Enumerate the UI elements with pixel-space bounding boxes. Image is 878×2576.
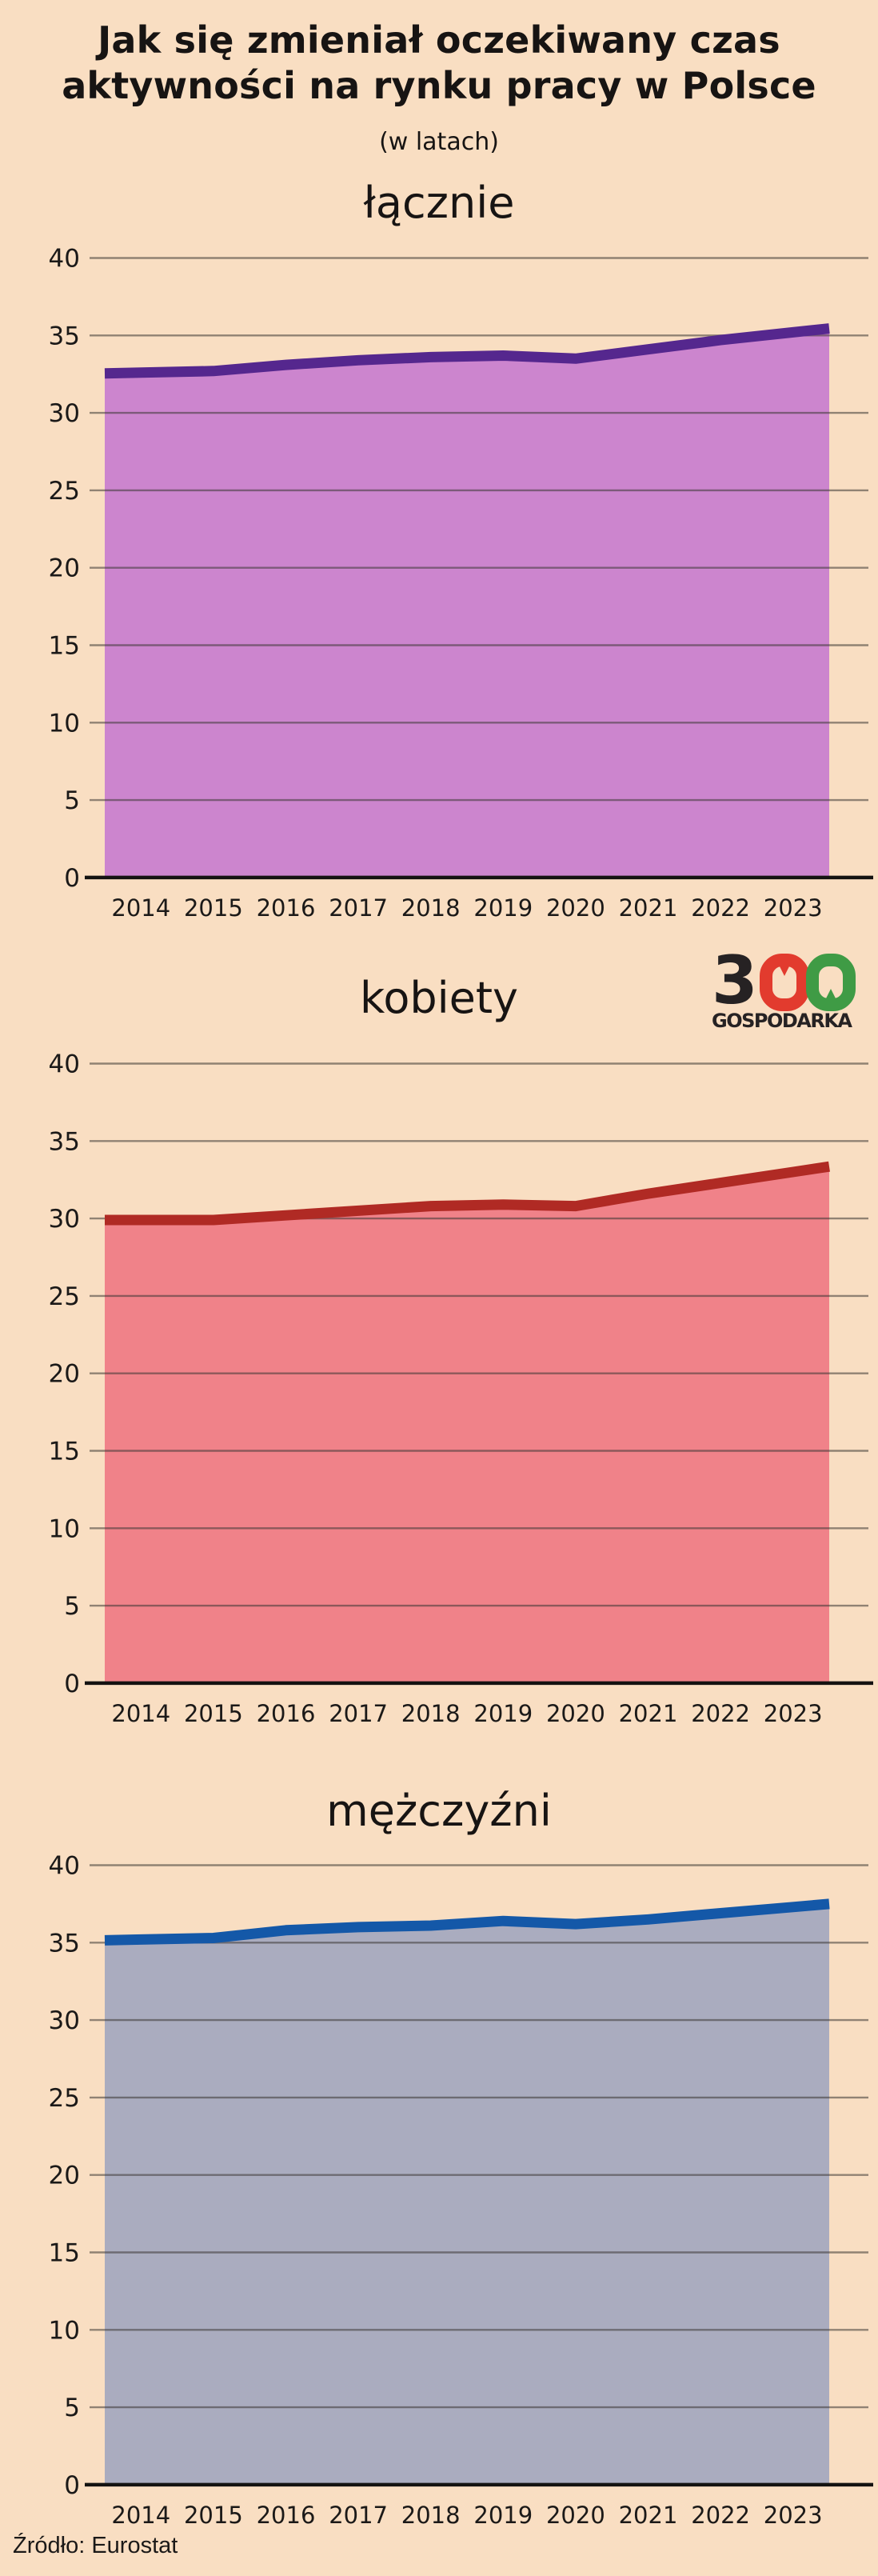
y-axis-tick-label: 40 bbox=[49, 1050, 80, 1079]
logo-wordmark: GOSPODARKA bbox=[712, 1010, 852, 1032]
x-axis-tick-label: 2018 bbox=[401, 894, 461, 922]
x-axis-tick-label: 2018 bbox=[401, 1700, 461, 1727]
y-axis-tick-label: 20 bbox=[49, 2162, 80, 2190]
x-axis-tick-label: 2016 bbox=[257, 1700, 316, 1727]
y-axis-tick-label: 30 bbox=[49, 1205, 80, 1234]
y-axis-tick-label: 35 bbox=[49, 322, 80, 350]
logo-zero-green-icon bbox=[806, 954, 856, 1011]
page-subtitle: (w latach) bbox=[379, 128, 499, 156]
area-chart-men: 0 5 10 15 20 25 30 35 40 2014 2015 2016 2017 2018 2019… bbox=[49, 1852, 873, 2529]
y-axis-tick-label: 0 bbox=[64, 2471, 80, 2500]
y-axis-tick-label: 40 bbox=[49, 1852, 80, 1881]
x-axis-tick-label: 2017 bbox=[329, 2502, 388, 2529]
chart-title-women: kobiety bbox=[359, 973, 519, 1023]
y-axis-tick-label: 25 bbox=[49, 2084, 80, 2113]
x-axis-tick-label: 2019 bbox=[473, 894, 533, 922]
x-axis-tick-label: 2016 bbox=[257, 2502, 316, 2529]
source-note: Źródło: Eurostat bbox=[13, 2533, 178, 2558]
y-axis-tick-label: 5 bbox=[64, 2394, 80, 2422]
x-axis-tick-label: 2020 bbox=[546, 2502, 605, 2529]
x-axis-tick-label: 2014 bbox=[111, 1700, 170, 1727]
page-title: Jak się zmieniał oczekiwany czas aktywno… bbox=[62, 18, 816, 108]
x-axis-tick-label: 2015 bbox=[184, 1700, 243, 1727]
area-chart-women: 0 5 10 15 20 25 30 35 40 2014 2015 2016 2017 2018 2019… bbox=[49, 1050, 873, 1727]
x-axis-tick-label: 2019 bbox=[473, 1700, 533, 1727]
area-chart-total: 0 5 10 15 20 25 30 35 40 2014 2015 2016 2017 2018 2019… bbox=[49, 245, 873, 922]
y-axis-tick-label: 0 bbox=[64, 1670, 80, 1698]
x-axis-tick-label: 2017 bbox=[329, 894, 388, 922]
y-axis-tick-label: 5 bbox=[64, 1592, 80, 1621]
chart-title-total: łącznie bbox=[363, 178, 515, 228]
x-axis-tick-label: 2019 bbox=[473, 2502, 533, 2529]
x-axis-tick-label: 2022 bbox=[691, 1700, 750, 1727]
x-axis-tick-label: 2016 bbox=[257, 894, 316, 922]
y-axis-tick-label: 35 bbox=[49, 1929, 80, 1958]
y-axis-tick-label: 25 bbox=[49, 477, 80, 506]
x-axis-tick-label: 2015 bbox=[184, 894, 243, 922]
y-axis-tick-label: 15 bbox=[49, 1438, 80, 1466]
data-line bbox=[104, 323, 830, 379]
y-axis-tick-label: 35 bbox=[49, 1127, 80, 1156]
data-line bbox=[105, 1161, 830, 1226]
y-axis-tick-label: 0 bbox=[64, 864, 80, 893]
logo-digit-3: 3 bbox=[712, 952, 758, 1019]
y-axis-tick-label: 15 bbox=[49, 2239, 80, 2268]
x-axis-tick-label: 2017 bbox=[329, 1700, 388, 1727]
x-axis-tick-label: 2021 bbox=[619, 894, 678, 922]
logo-300gospodarka: 3 GOSPODARKA bbox=[712, 952, 856, 1032]
y-axis-tick-label: 10 bbox=[49, 1514, 80, 1543]
area-fill bbox=[105, 328, 829, 878]
y-axis-tick-label: 10 bbox=[49, 709, 80, 738]
x-axis-tick-label: 2015 bbox=[184, 2502, 243, 2529]
data-line bbox=[104, 1898, 830, 1946]
y-axis-tick-label: 30 bbox=[49, 2006, 80, 2035]
x-axis-tick-label: 2023 bbox=[764, 894, 823, 922]
x-axis-tick-label: 2021 bbox=[619, 2502, 678, 2529]
x-axis-tick-label: 2023 bbox=[764, 2502, 823, 2529]
x-axis-tick-label: 2014 bbox=[111, 2502, 170, 2529]
x-axis-tick-label: 2022 bbox=[691, 894, 750, 922]
logo-zero-red-icon bbox=[760, 954, 809, 1011]
x-axis-tick-label: 2020 bbox=[546, 1700, 605, 1727]
y-axis-tick-label: 5 bbox=[64, 786, 80, 815]
area-fill bbox=[105, 1903, 829, 2485]
x-axis-tick-label: 2014 bbox=[111, 894, 170, 922]
x-axis-tick-label: 2021 bbox=[619, 1700, 678, 1727]
x-axis-tick-label: 2020 bbox=[546, 894, 605, 922]
y-axis-tick-label: 15 bbox=[49, 632, 80, 661]
y-axis-tick-label: 30 bbox=[49, 399, 80, 428]
y-axis-tick-label: 20 bbox=[49, 554, 80, 583]
y-axis-tick-label: 10 bbox=[49, 2316, 80, 2345]
x-axis-tick-label: 2023 bbox=[764, 1700, 823, 1727]
x-axis-tick-label: 2022 bbox=[691, 2502, 750, 2529]
x-axis-tick-label: 2018 bbox=[401, 2502, 461, 2529]
y-axis-tick-label: 20 bbox=[49, 1360, 80, 1389]
y-axis-tick-label: 25 bbox=[49, 1282, 80, 1311]
chart-title-men: mężczyźni bbox=[326, 1786, 552, 1836]
y-axis-tick-label: 40 bbox=[49, 245, 80, 274]
